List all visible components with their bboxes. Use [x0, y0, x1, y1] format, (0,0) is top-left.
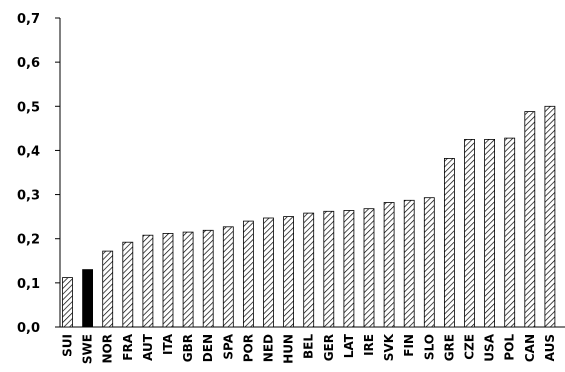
bar-gre	[443, 157, 455, 328]
y-tick-label: 0,3	[17, 189, 40, 204]
x-axis-labels: SUI SWE NOR FRA AUT ITA GBR DEN SPA POR NED HUN BEL G…	[61, 333, 557, 364]
bar-ger	[323, 210, 335, 328]
bar-svk	[383, 202, 395, 328]
y-tick-label: 0,6	[17, 56, 40, 71]
x-tick-label-usa: USA	[483, 333, 497, 361]
x-tick-label-lat: LAT	[342, 333, 356, 358]
x-tick-label-den: DEN	[201, 334, 215, 362]
x-tick-label-ita: ITA	[161, 333, 175, 355]
y-tick-label: 0,0	[17, 321, 40, 336]
x-tick-label-aus: AUS	[543, 334, 557, 361]
bars-group	[62, 105, 556, 328]
bar-por	[242, 220, 254, 328]
bar-aut	[142, 234, 154, 328]
x-tick-label-svk: SVK	[382, 333, 396, 361]
x-tick-label-ire: IRE	[362, 334, 376, 356]
x-tick-label-nor: NOR	[101, 334, 115, 363]
bar-nor	[102, 250, 114, 328]
bar-gbr	[182, 231, 194, 328]
x-tick-label-sui: SUI	[61, 334, 75, 357]
bar-ire	[363, 208, 375, 328]
x-tick-label-gbr: GBR	[181, 334, 195, 362]
y-tick-label: 0,7	[17, 12, 40, 27]
x-tick-label-gre: GRE	[442, 334, 456, 361]
bar-bel	[303, 212, 315, 328]
x-tick-label-swe: SWE	[81, 334, 95, 364]
bar-ita	[162, 232, 174, 328]
x-tick-label-cze: CZE	[463, 334, 477, 360]
x-tick-label-bel: BEL	[302, 334, 316, 359]
y-tick-label: 0,5	[17, 100, 40, 115]
x-tick-label-aut: AUT	[141, 333, 155, 361]
x-tick-label-por: POR	[241, 334, 255, 362]
bar-can	[524, 111, 536, 328]
y-tick-label: 0,4	[17, 144, 40, 159]
bar-fra	[122, 241, 134, 328]
bar-aus	[544, 105, 556, 328]
bar-sui	[62, 277, 73, 328]
x-tick-label-fra: FRA	[121, 333, 135, 360]
bar-spa	[222, 226, 234, 328]
x-tick-label-spa: SPA	[221, 333, 235, 359]
bar-usa	[484, 138, 496, 328]
x-tick-label-slo: SLO	[422, 334, 436, 360]
bar-ned	[263, 217, 274, 328]
bar-den	[202, 229, 214, 328]
bar-lat	[343, 210, 355, 328]
x-tick-label-can: CAN	[523, 334, 537, 362]
x-tick-label-pol: POL	[503, 334, 517, 361]
x-tick-label-fin: FIN	[402, 334, 416, 357]
x-tick-label-ned: NED	[262, 334, 276, 362]
bar-cze	[464, 138, 475, 328]
y-tick-label: 0,1	[17, 277, 40, 292]
x-tick-label-hun: HUN	[282, 334, 296, 364]
bar-fin	[403, 199, 415, 328]
y-tick-label: 0,2	[17, 233, 40, 248]
bar-swe	[82, 269, 93, 328]
bar-hun	[283, 216, 295, 328]
bar-pol	[504, 137, 516, 328]
bar-slo	[423, 197, 435, 328]
x-tick-label-ger: GER	[322, 334, 336, 361]
